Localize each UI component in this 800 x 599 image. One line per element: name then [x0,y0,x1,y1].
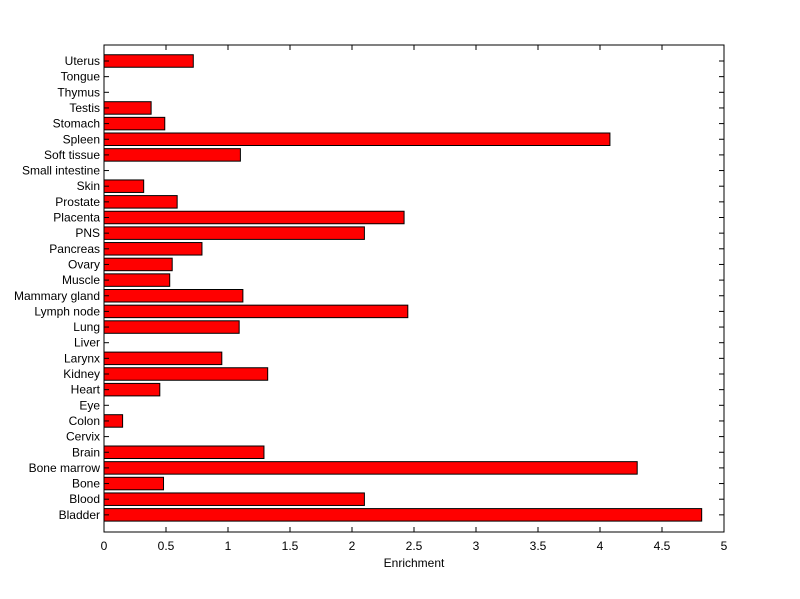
y-tick-label: Eye [79,398,100,412]
y-tick-label: Thymus [57,85,100,99]
bar-skin [103,179,145,193]
bar-muscle [103,273,171,287]
y-tick-label: Placenta [53,211,100,225]
x-tick-label: 0.5 [158,539,175,553]
y-tick-label: Bladder [59,508,100,522]
y-tick-label: Ovary [68,257,100,271]
bar-pancreas [103,242,203,256]
bar-bone [103,476,165,491]
y-tick-label: Kidney [63,367,100,381]
bar-prostate [103,195,178,209]
y-tick-label: Brain [72,445,100,459]
bar-soft-tissue [103,148,241,162]
x-tick-label: 2.5 [406,539,423,553]
y-tick-label: Muscle [62,273,100,287]
x-tick-label: 3 [473,539,480,553]
y-tick-label: Stomach [53,117,100,131]
x-tick-label: 3.5 [530,539,547,553]
y-tick-label: PNS [75,226,100,240]
y-tick-label: Testis [69,101,100,115]
y-tick-label: Lymph node [34,304,100,318]
y-tick-label: Mammary gland [14,289,100,303]
y-tick-label: Prostate [55,195,100,209]
y-tick-label: Skin [77,179,100,193]
bar-bone-marrow [103,461,638,475]
bar-kidney [103,367,269,381]
x-tick-label: 4.5 [654,539,671,553]
bar-larynx [103,351,223,366]
y-tick-label: Larynx [64,351,100,365]
y-tick-label: Bone marrow [29,461,101,475]
x-tick-labels: 0 0.5 1 1.5 2 2.5 3 3.5 4 4.5 5 [101,539,728,553]
bar-testis [103,101,152,115]
y-tick-label: Cervix [66,430,100,444]
bar-spleen [103,132,611,146]
y-tick-label: Colon [69,414,100,428]
bar-brain [103,445,265,459]
bar-placenta [103,210,405,225]
ticks-group [103,45,725,532]
bar-lung [103,320,240,334]
y-tick-label: Lung [73,320,100,334]
bar-lymph-node [103,304,409,319]
y-tick-label: Pancreas [49,242,100,256]
bar-bladder [103,508,703,522]
x-tick-label: 4 [597,539,604,553]
bar-stomach [103,116,166,131]
x-tick-label: 0 [101,539,108,553]
y-tick-label: Tongue [61,70,101,84]
y-tick-label: Heart [71,383,101,397]
bar-blood [103,492,365,506]
bar-heart [103,382,161,397]
y-tick-label: Soft tissue [44,148,100,162]
bar-pns [103,226,365,240]
x-axis-title: Enrichment [384,556,445,570]
bar-mammary-gland [103,289,244,303]
y-tick-label: Small intestine [22,164,100,178]
x-tick-label: 1 [225,539,232,553]
y-tick-label: Spleen [63,132,100,146]
y-tick-label: Blood [69,492,100,506]
y-tick-label: Uterus [65,54,100,68]
bar-ovary [103,257,173,272]
x-tick-label: 2 [349,539,356,553]
bar-uterus [103,54,194,68]
y-tick-label: Bone [72,477,100,491]
plot-frame [103,44,725,533]
x-tick-label: 1.5 [282,539,299,553]
y-tick-label: Liver [74,336,100,350]
x-tick-label: 5 [721,539,728,553]
